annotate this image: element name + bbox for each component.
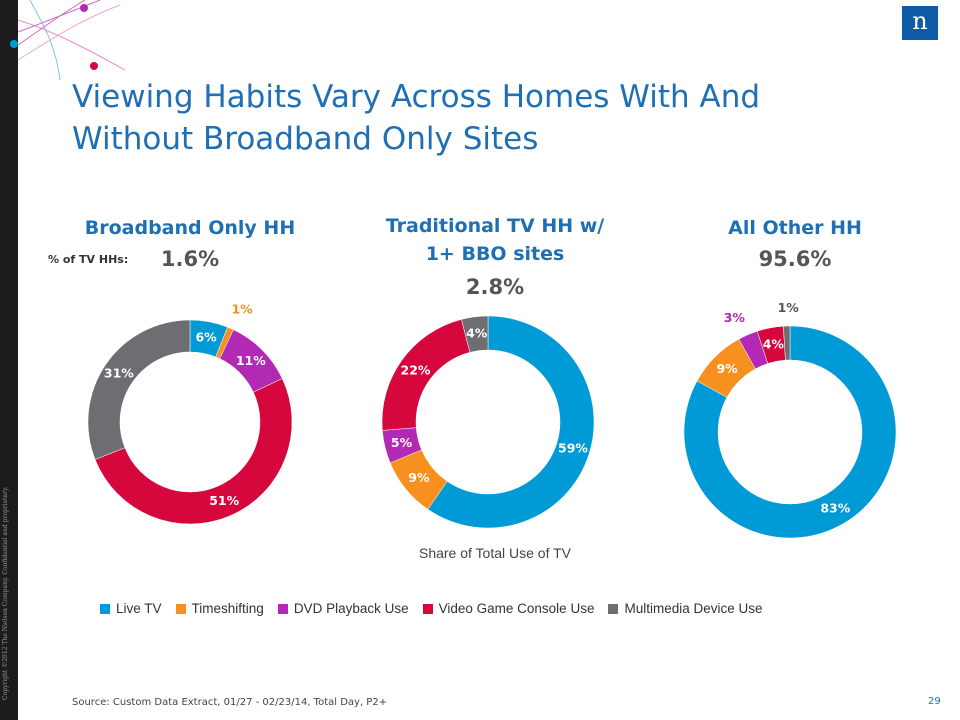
legend-swatch-multimedia	[608, 603, 619, 614]
page-number: 29	[928, 696, 941, 707]
slice-label-video-game-console-use: 22%	[401, 362, 431, 377]
donut-slice-live-tv	[683, 325, 897, 539]
donut-slice-multimedia-device-use	[461, 315, 489, 353]
legend-label: DVD Playback Use	[293, 601, 409, 616]
slice-label-multimedia-device-use: 4%	[466, 326, 488, 341]
share-value-traditional-tv: 2.8%	[465, 275, 525, 299]
chart-legend: Live TV Timeshifting DVD Playback Use Vi…	[100, 601, 920, 616]
slice-label-timeshifting: 9%	[408, 470, 430, 485]
chart-title-traditional-tv: Traditional TV HH w/ 1+ BBO sites	[385, 215, 605, 265]
legend-label: Multimedia Device Use	[624, 601, 763, 616]
page-title: Viewing Habits Vary Across Homes With An…	[72, 79, 761, 157]
donut-slice-multimedia-device-use	[87, 319, 191, 460]
slice-label-live-tv: 6%	[195, 330, 217, 345]
legend-item-live-tv: Live TV	[100, 601, 162, 616]
slice-label-video-game-console-use: 4%	[763, 337, 785, 352]
legend-swatch-video-game	[422, 603, 433, 614]
donut-slice-video-game-console-use	[94, 378, 293, 525]
legend-item-multimedia: Multimedia Device Use	[608, 601, 763, 616]
nielsen-logo: n	[902, 6, 938, 40]
legend-label: Video Game Console Use	[438, 601, 595, 616]
legend-item-video-game: Video Game Console Use	[422, 601, 595, 616]
chart-title-all-other: All Other HH	[728, 217, 862, 239]
slice-label-live-tv: 83%	[820, 501, 850, 516]
slice-label-timeshifting: 9%	[716, 361, 738, 376]
slice-label-live-tv: 59%	[558, 440, 588, 455]
slice-label-video-game-console-use: 51%	[209, 493, 239, 508]
donut-slice-live-tv	[427, 315, 595, 529]
legend-swatch-live-tv	[100, 603, 110, 614]
chart-subtitle: Share of Total Use of TV	[418, 545, 571, 561]
slice-label-dvd-playback-use: 5%	[391, 435, 413, 450]
donut-slice-multimedia-device-use	[783, 325, 791, 361]
source-note: Source: Custom Data Extract, 01/27 - 02/…	[72, 697, 388, 708]
share-value-all-other: 95.6%	[758, 247, 832, 271]
legend-swatch-dvd-playback	[277, 603, 288, 614]
legend-item-timeshifting: Timeshifting	[175, 601, 264, 616]
chart-title-broadband-only: Broadband Only HH	[84, 217, 296, 239]
slice-label-multimedia-device-use: 1%	[778, 300, 800, 315]
slice-label-dvd-playback-use: 11%	[236, 353, 266, 368]
decorative-lines	[10, 0, 126, 80]
share-label: % of TV HHs:	[48, 253, 129, 266]
legend-swatch-timeshifting	[175, 603, 186, 614]
slice-label-multimedia-device-use: 31%	[104, 366, 134, 381]
slice-label-timeshifting: 1%	[231, 302, 253, 317]
legend-label: Timeshifting	[191, 601, 264, 616]
left-dark-bar	[0, 0, 18, 720]
legend-label: Live TV	[116, 601, 162, 616]
slice-label-dvd-playback-use: 3%	[724, 310, 746, 325]
share-value-broadband-only: 1.6%	[160, 247, 220, 271]
legend-item-dvd-playback: DVD Playback Use	[277, 601, 409, 616]
